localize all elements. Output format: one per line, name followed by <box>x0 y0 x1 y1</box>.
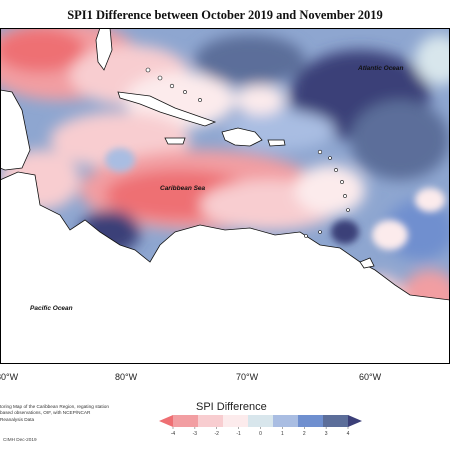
pacific-ocean-label: Pacific Ocean <box>30 305 73 312</box>
legend-swatch <box>173 415 199 427</box>
trinidad-island <box>359 257 375 269</box>
lon-tick-label: 60°W <box>359 372 382 382</box>
map-credit: CIMH Dec-2019 <box>3 437 37 442</box>
legend-tick-label: -2 <box>215 431 220 437</box>
legend-tick-label: 0 <box>259 431 262 437</box>
legend-tick-label: 4 <box>347 431 350 437</box>
legend-swatch <box>248 415 274 427</box>
central-south-america-land <box>0 171 450 364</box>
legend-swatch <box>298 415 324 427</box>
legend-tick-label: -3 <box>193 431 198 437</box>
legend-swatch <box>323 415 349 427</box>
caribbean-sea-label: Caribbean Sea <box>160 185 206 192</box>
atlantic-ocean-label: Atlantic Ocean <box>357 65 404 72</box>
jamaica-island <box>164 137 186 145</box>
legend-arrow-right <box>348 415 362 427</box>
map-footnote: toring Map of the Caribbean Region, rega… <box>0 404 109 422</box>
legend-swatch <box>273 415 299 427</box>
lon-tick-label: 70°W <box>236 372 259 382</box>
cuba-island <box>117 91 217 127</box>
legend-tick-label: 2 <box>303 431 306 437</box>
small-islands <box>145 67 350 238</box>
legend-arrow-left <box>159 415 173 427</box>
legend-title: SPI Difference <box>196 401 267 413</box>
legend-tick-label: -1 <box>236 431 241 437</box>
puerto-rico-island <box>267 139 286 147</box>
legend-swatch <box>198 415 224 427</box>
legend-tick-label: -4 <box>171 431 176 437</box>
color-legend: -4 -3 -2 -1 0 1 2 3 4 <box>159 415 362 437</box>
lon-tick-label: 80°W <box>115 372 138 382</box>
lon-tick-label: 80°W <box>0 372 19 382</box>
legend-tick-label: 1 <box>281 431 284 437</box>
land-masses <box>0 28 450 364</box>
florida-land <box>95 28 113 71</box>
legend-tick-label: 3 <box>325 431 328 437</box>
spi-difference-map: Atlantic Ocean Caribbean Sea Pacific Oce… <box>0 28 450 364</box>
legend-swatch <box>223 415 249 427</box>
map-title: SPI1 Difference between October 2019 and… <box>67 8 383 22</box>
hispaniola-island <box>221 127 263 147</box>
